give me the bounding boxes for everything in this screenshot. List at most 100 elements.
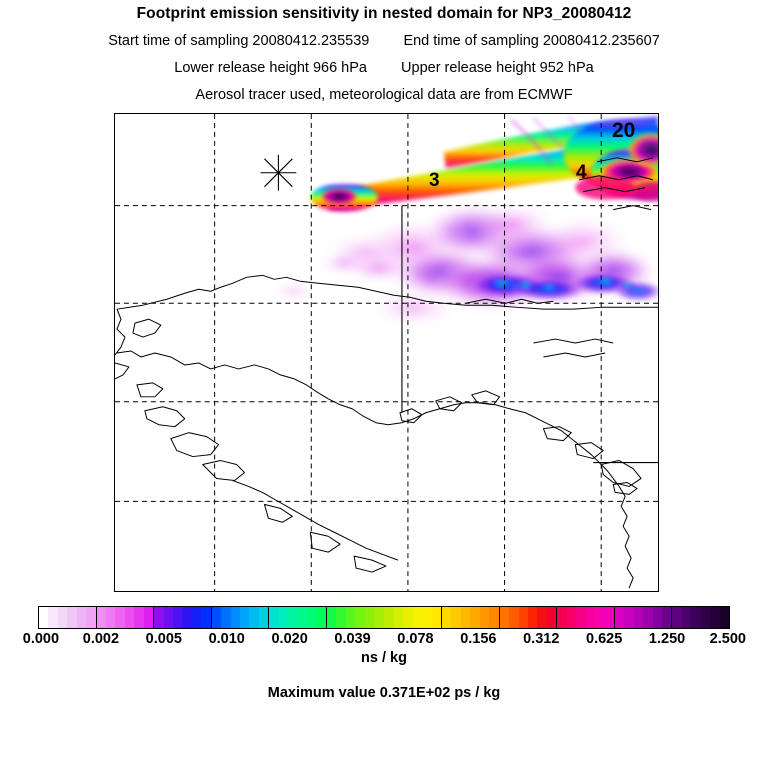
contour-label-20: 20: [612, 119, 636, 142]
colorbar-segment: [269, 607, 327, 628]
colorbar-tick-label: 0.005: [145, 631, 182, 647]
colorbar-step: [643, 607, 653, 628]
colorbar-step: [624, 607, 634, 628]
colorbar-tick-label: 0.002: [82, 631, 120, 647]
colorbar-step: [681, 607, 692, 628]
plume-core-blue: [468, 271, 658, 303]
colorbar-step: [288, 607, 298, 628]
colorbar-segment: [499, 607, 558, 628]
colorbar-step: [345, 607, 356, 628]
colorbar-step: [134, 607, 144, 628]
colorbar-step: [143, 607, 154, 628]
colorbar-step: [106, 607, 116, 628]
colorbar-tick-label: 2.500: [709, 631, 746, 647]
colorbar-step: [326, 607, 337, 628]
colorbar-segment: [211, 607, 270, 628]
colorbar-step: [124, 607, 135, 628]
colorbar-step: [67, 607, 77, 628]
colorbar-step: [269, 607, 279, 628]
colorbar-segment: [39, 607, 97, 628]
colorbar-step: [585, 607, 595, 628]
colorbar-step: [393, 607, 404, 628]
colorbar-step: [489, 607, 499, 628]
colorbar-step: [470, 607, 480, 628]
colorbar: 0.000 0.002 0.005 0.010 0.020 0.039 0.078 0.156…: [23, 606, 746, 647]
map-canvas: [115, 114, 658, 591]
colorbar-step: [364, 607, 375, 628]
colorbar-gradient: [38, 606, 730, 629]
colorbar-step: [499, 607, 510, 628]
colorbar-step: [115, 607, 125, 628]
tracer-info-label: Aerosol tracer used, meteorological data…: [195, 87, 573, 103]
colorbar-step: [48, 607, 58, 628]
colorbar-step: [76, 607, 87, 628]
colorbar-step: [460, 607, 471, 628]
colorbar-step: [557, 607, 567, 628]
colorbar-tick-label: 0.000: [22, 631, 60, 647]
end-time-label: End time of sampling 20080412.235607: [403, 33, 660, 49]
colorbar-step: [258, 607, 269, 628]
colorbar-step: [57, 607, 68, 628]
colorbar-step: [173, 607, 183, 628]
colorbar-step: [240, 607, 250, 628]
lower-release-height-label: Lower release height 966 hPa: [174, 60, 367, 76]
colorbar-segment: [326, 607, 385, 628]
colorbar-step: [154, 607, 164, 628]
maximum-value-label: Maximum value 0.371E+02 ps / kg: [267, 685, 501, 701]
colorbar-step: [633, 607, 644, 628]
grid-lines: [115, 114, 658, 591]
colorbar-step: [96, 607, 107, 628]
colorbar-step: [412, 607, 423, 628]
colorbar-segment: [96, 607, 155, 628]
colorbar-step: [307, 607, 317, 628]
colorbar-tick-label: 0.010: [208, 631, 245, 647]
colorbar-step: [576, 607, 586, 628]
colorbar-step: [336, 607, 346, 628]
colorbar-step: [518, 607, 528, 628]
colorbar-step: [661, 607, 672, 628]
colorbar-step: [442, 607, 452, 628]
upper-release-height-label: Upper release height 952 hPa: [401, 60, 594, 76]
colorbar-step: [278, 607, 289, 628]
colorbar-step: [431, 607, 442, 628]
colorbar-step: [719, 607, 729, 628]
colorbar-step: [211, 607, 222, 628]
contour-label-3: 3: [429, 170, 440, 191]
colorbar-step: [509, 607, 519, 628]
colorbar-step: [479, 607, 490, 628]
map-plot-area: 20 4 3: [114, 113, 659, 592]
release-point-marker: [260, 154, 297, 191]
colorbar-step: [297, 607, 308, 628]
colorbar-segment: [672, 607, 729, 628]
colorbar-step: [384, 607, 394, 628]
colorbar-step: [527, 607, 538, 628]
colorbar-step: [594, 607, 605, 628]
colorbar-step: [316, 607, 326, 628]
colorbar-step: [201, 607, 211, 628]
colorbar-tick-label: 0.020: [271, 631, 308, 647]
colorbar-tick-label: 0.156: [460, 631, 497, 647]
colorbar-segment: [614, 607, 673, 628]
colorbar-step: [403, 607, 413, 628]
page-title: Footprint emission sensitivity in nested…: [136, 5, 632, 22]
colorbar-step: [163, 607, 174, 628]
colorbar-step: [221, 607, 231, 628]
colorbar-step: [652, 607, 662, 628]
colorbar-step: [710, 607, 720, 628]
colorbar-segment: [154, 607, 212, 628]
colorbar-step: [39, 607, 49, 628]
colorbar-segment: [557, 607, 615, 628]
colorbar-step: [566, 607, 577, 628]
colorbar-tick-label: 0.625: [586, 631, 623, 647]
colorbar-step: [614, 607, 625, 628]
colorbar-step: [230, 607, 241, 628]
colorbar-tick-label: 1.250: [648, 631, 686, 647]
sampling-time-line: Start time of sampling 20080412.235539 E…: [0, 33, 768, 49]
colorbar-tick-labels: 0.000 0.002 0.005 0.010 0.020 0.039 0.078 0.156…: [23, 631, 746, 649]
colorbar-step: [86, 607, 96, 628]
colorbar-step: [182, 607, 192, 628]
colorbar-step: [672, 607, 682, 628]
colorbar-tick-label: 0.039: [334, 631, 371, 647]
colorbar-step: [537, 607, 547, 628]
colorbar-segment: [442, 607, 500, 628]
